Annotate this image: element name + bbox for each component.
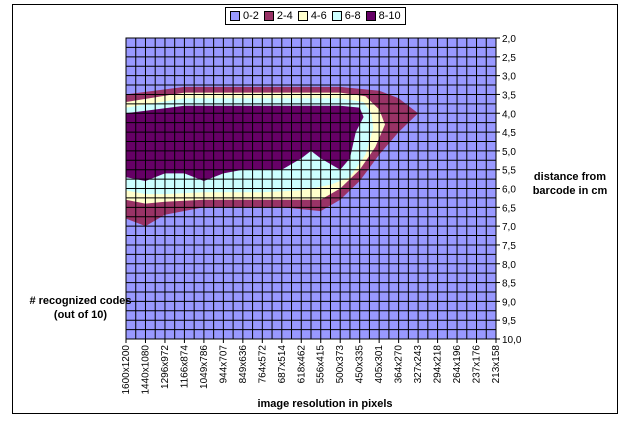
x-tick-label: 764x572 [257,345,268,384]
x-tick-label: 405x301 [374,345,385,384]
x-tick-label: 450x335 [355,345,366,384]
y-axis-title: distance from barcode in cm [532,171,608,197]
x-tick-label: 849x636 [238,345,249,384]
y-tick-label: 7,0 [502,222,516,233]
y-tick-label: 5,5 [502,166,516,177]
legend-item: 0-2 [230,10,259,22]
x-tick-label: 213x158 [491,345,502,384]
legend-swatch [230,11,240,21]
x-tick-label: 1600x1200 [121,345,132,395]
legend-label: 2-4 [276,10,293,22]
y-tick-label: 8,5 [502,279,516,290]
x-tick-label: 364x270 [394,345,405,384]
x-tick-label: 237x176 [472,345,483,384]
legend-swatch [263,11,274,21]
legend-item: 4-6 [297,10,327,22]
x-tick-label: 944x707 [218,345,229,384]
y-tick-label: 8,0 [502,260,516,271]
x-tick-label: 556x415 [316,345,327,384]
x-tick-label: 294x218 [433,345,444,384]
y-tick-label: 6,5 [502,203,516,214]
x-tick-label: 500x373 [335,345,346,384]
y-tick-label: 9,0 [502,297,516,308]
y-tick-label: 2,0 [502,34,516,45]
y-tick-label: 7,5 [502,241,516,252]
x-tick-label: 687x514 [277,345,288,384]
x-tick-label: 618x462 [296,345,307,384]
x-tick-label: 264x196 [452,345,463,384]
legend-label: 8-10 [378,10,401,22]
legend-label: 4-6 [310,10,327,22]
z-axis-title: # recognized codes (out of 10) [29,295,132,321]
y-tick-label: 5,0 [502,147,516,158]
y-tick-label: 9,5 [502,316,516,327]
contour-level-8-10 [126,105,364,181]
y-tick-label: 10,0 [502,335,522,346]
x-tick-label: 1440x1080 [140,345,151,395]
y-tick-label: 4,5 [502,128,516,139]
legend-swatch [331,11,342,21]
x-tick-label: 1166x874 [179,345,190,389]
y-tick-label: 4,0 [502,109,516,120]
legend-swatch [365,11,376,21]
x-tick-label: 327x243 [413,345,424,384]
legend-item: 8-10 [365,10,401,22]
chart-legend: 0-2 2-4 4-6 6-8 8-10 [225,7,406,25]
x-tick-label: 1049x786 [199,345,210,389]
legend-item: 2-4 [263,10,293,22]
y-tick-label: 3,5 [502,90,516,101]
y-tick-label: 6,0 [502,185,516,196]
y-tick-label: 2,5 [502,53,516,64]
legend-swatch [297,11,308,21]
y-tick-label: 3,0 [502,72,516,83]
legend-label: 0-2 [243,10,259,22]
x-tick-label: 1296x972 [160,345,171,389]
legend-item: 6-8 [331,10,361,22]
x-axis-title: image resolution in pixels [257,398,393,410]
legend-label: 6-8 [344,10,361,22]
